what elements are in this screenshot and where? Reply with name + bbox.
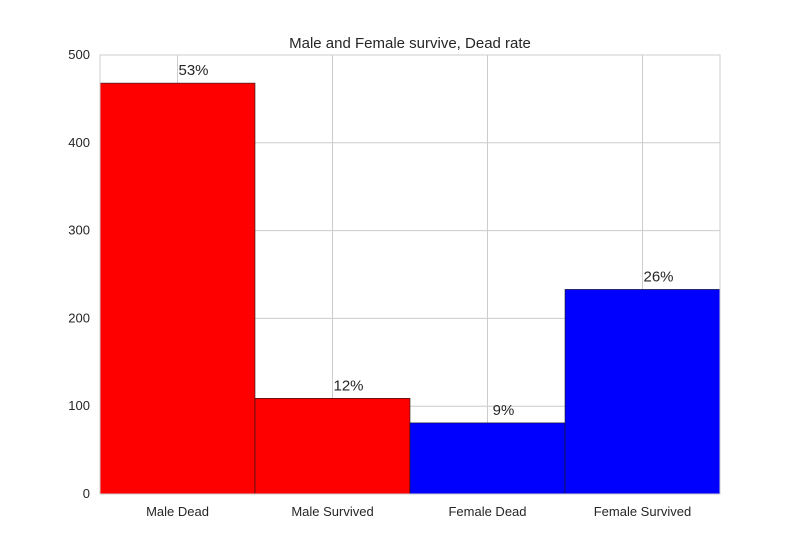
bar-male-dead	[99, 82, 256, 495]
bar-female-survived	[564, 289, 721, 495]
y-tick-label: 400	[68, 135, 90, 150]
bar-male-survived	[254, 397, 411, 495]
chart-title: Male and Female survive, Dead rate	[289, 35, 531, 52]
data-label: 53%	[178, 62, 208, 79]
y-tick-label: 500	[68, 47, 90, 62]
bars	[99, 82, 721, 495]
y-tick-label: 200	[68, 310, 90, 325]
x-tick-label: Female Dead	[448, 504, 526, 519]
data-label: 26%	[643, 268, 673, 285]
y-tick-label: 300	[68, 223, 90, 238]
plot-frame	[99, 54, 721, 495]
x-tick-label: Female Survived	[594, 504, 692, 519]
bar-female-dead	[409, 422, 566, 495]
labels: 0 100 200 300 400 500 Male Dead 53% Male Survive…	[68, 47, 691, 519]
x-tick-label: Male Survived	[291, 504, 373, 519]
y-tick-label: 0	[83, 486, 90, 501]
data-label: 9%	[493, 402, 515, 419]
x-tick-label: Male Dead	[146, 504, 209, 519]
y-tick-label: 100	[68, 398, 90, 413]
data-label: 12%	[333, 377, 363, 394]
